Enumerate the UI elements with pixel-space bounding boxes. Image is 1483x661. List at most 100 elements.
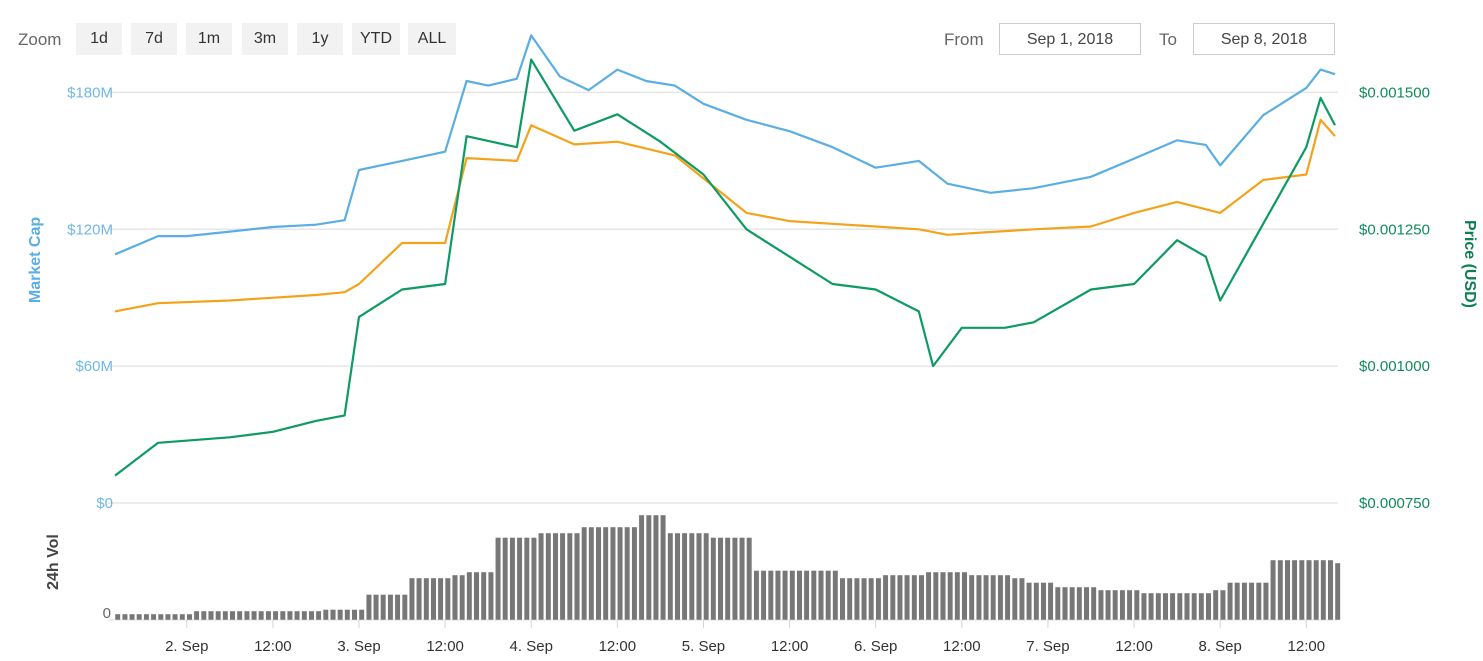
volume-bar <box>904 574 911 621</box>
right-tick-label: $0.001250 <box>1359 221 1430 238</box>
volume-bar <box>243 610 250 621</box>
volume-bar <box>753 570 760 621</box>
zoom-3m-button[interactable]: 3m <box>242 23 288 55</box>
volume-bar <box>703 532 710 621</box>
right-axis-title: Price (USD) <box>1461 220 1478 308</box>
volume-bar <box>846 577 853 621</box>
zoom-label: Zoom <box>18 30 62 49</box>
volume-bar <box>358 609 365 621</box>
volume-bar <box>1241 582 1248 621</box>
volume-bar <box>488 571 494 621</box>
x-tick-label: 3. Sep <box>337 638 380 655</box>
zoom-1m-button[interactable]: 1m <box>186 23 232 55</box>
volume-bar <box>1011 577 1018 621</box>
right-tick-label: $0.001000 <box>1359 358 1430 375</box>
volume-bar <box>1277 559 1284 621</box>
volume-bar <box>287 610 293 621</box>
zoom-1y-button[interactable]: 1y <box>297 23 343 55</box>
from-date-input[interactable]: Sep 1, 2018 <box>999 23 1141 55</box>
volume-bar <box>344 609 351 621</box>
volume-bar <box>839 577 846 621</box>
volume-bar <box>1169 592 1176 621</box>
volume-bars <box>114 514 1341 621</box>
volume-bar <box>473 571 480 621</box>
volume-bar <box>624 526 631 621</box>
volume-bar <box>179 613 186 621</box>
volume-bar <box>1004 574 1011 621</box>
volume-bar <box>1090 586 1097 621</box>
volume-bar <box>1083 586 1090 621</box>
volume-bar <box>1255 582 1262 621</box>
volume-bar <box>810 570 817 621</box>
volume-bar <box>200 610 207 621</box>
volume-bar <box>1112 589 1119 621</box>
left-tick-label: $120M <box>67 221 113 238</box>
volume-bar <box>437 577 444 621</box>
volume-bar <box>193 610 200 621</box>
volume-bar <box>653 514 659 621</box>
x-tick-label: 12:00 <box>1288 638 1326 655</box>
volume-axis-title: 24h Vol <box>45 534 62 590</box>
volume-bar <box>832 570 839 621</box>
volume-bar <box>1184 592 1190 621</box>
series-lines <box>114 34 1336 477</box>
right-tick-label: $0.000750 <box>1359 495 1430 512</box>
volume-bar <box>803 570 810 621</box>
volume-bar <box>1040 582 1047 621</box>
volume-bar <box>825 570 832 621</box>
volume-bar <box>229 610 236 621</box>
volume-bar <box>308 610 315 621</box>
volume-bar <box>961 571 968 621</box>
volume-bar <box>897 574 903 621</box>
left-axis-ticks: $0 $60M $120M $180M 0 <box>67 84 113 622</box>
volume-bar <box>523 537 530 621</box>
volume-bar <box>1105 589 1112 621</box>
volume-bar <box>889 574 896 621</box>
volume-bar <box>394 594 401 621</box>
bottom-axis-ticks: 2. Sep 12:00 3. Sep 12:00 4. Sep 12:00 5. Sep 1… <box>165 620 1325 655</box>
right-axis-ticks: $0.000750 $0.001000 $0.001250 $0.001500 <box>1359 84 1430 512</box>
volume-bar <box>495 537 501 621</box>
to-label: To <box>1159 30 1177 49</box>
volume-bar <box>157 613 164 621</box>
volume-bar <box>775 570 781 621</box>
volume-bar <box>531 537 537 621</box>
volume-bar <box>1284 559 1291 621</box>
volume-bar <box>1212 589 1219 621</box>
volume-bar <box>882 574 889 621</box>
volume-bar <box>1262 582 1269 621</box>
volume-bar <box>645 514 652 621</box>
zoom-1d-button[interactable]: 1d <box>76 23 122 55</box>
volume-bar <box>337 609 344 621</box>
volume-bar <box>818 570 824 621</box>
volume-bar <box>330 609 336 621</box>
x-tick-label: 4. Sep <box>510 638 553 655</box>
volume-bar <box>868 577 875 621</box>
to-date-input[interactable]: Sep 8, 2018 <box>1193 23 1335 55</box>
volume-bar <box>423 577 430 621</box>
volume-bar <box>143 613 150 621</box>
right-tick-label: $0.001500 <box>1359 84 1430 101</box>
volume-bar <box>1126 589 1133 621</box>
volume-bar <box>373 594 379 621</box>
volume-tick-label: 0 <box>103 605 111 622</box>
volume-bar <box>1291 559 1298 621</box>
volume-bar <box>258 610 265 621</box>
volume-bar <box>767 570 774 621</box>
volume-bar <box>459 574 466 621</box>
zoom-all-button[interactable]: ALL <box>408 23 456 55</box>
volume-bar <box>545 532 552 621</box>
volume-bar <box>638 514 645 621</box>
volume-bar <box>552 532 559 621</box>
left-axis-title: Market Cap <box>27 217 44 303</box>
volume-bar <box>724 537 731 621</box>
volume-bar <box>1248 582 1255 621</box>
volume-bar <box>717 537 724 621</box>
volume-bar <box>516 537 523 621</box>
zoom-7d-button[interactable]: 7d <box>131 23 177 55</box>
volume-bar <box>1155 592 1162 621</box>
zoom-ytd-button[interactable]: YTD <box>352 23 400 55</box>
volume-bar <box>688 532 695 621</box>
volume-bar <box>164 613 171 621</box>
